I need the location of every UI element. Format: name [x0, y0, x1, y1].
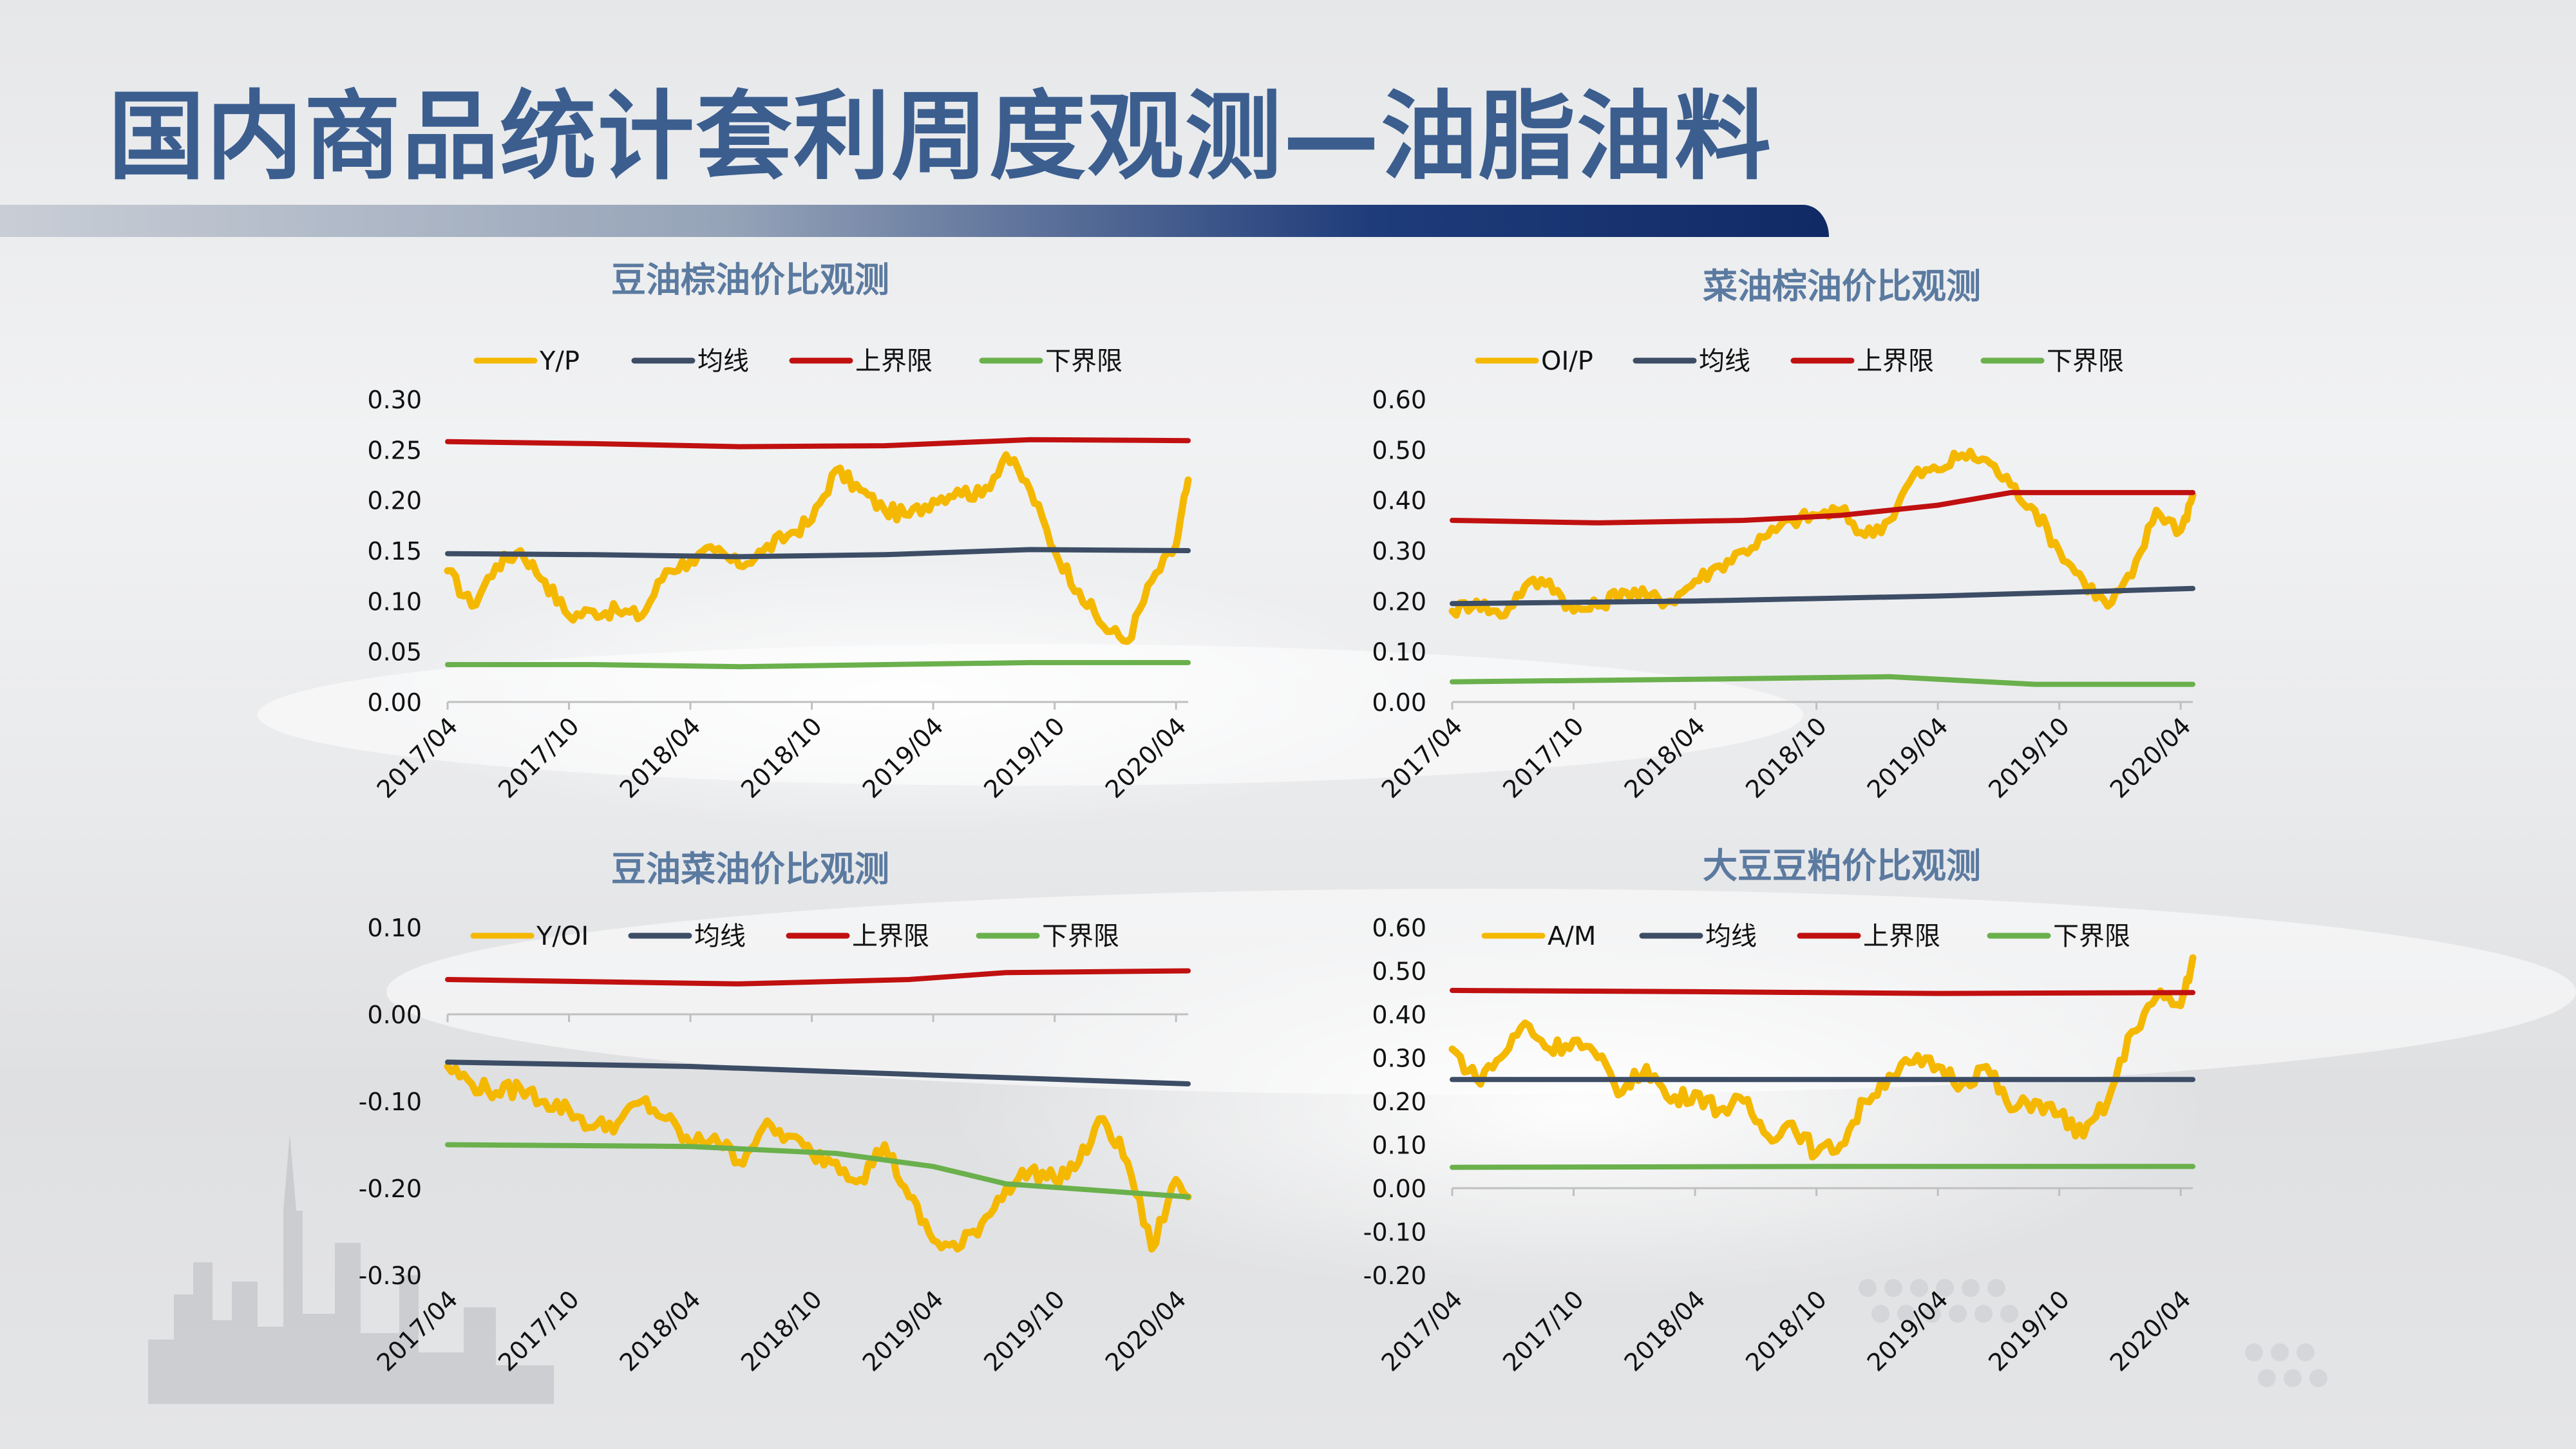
y-tick-label: 0.25 [367, 436, 422, 464]
legend-label-upper: 上界限 [1857, 346, 1934, 376]
x-tick-label: 2017/04 [372, 1285, 464, 1377]
legend-label-ratio: Y/OI [536, 922, 589, 951]
x-tick-label: 2020/04 [2105, 1285, 2197, 1377]
x-tick-label: 2017/04 [1376, 712, 1468, 804]
x-tick-label: 2019/10 [978, 1285, 1070, 1377]
x-tick-label: 2017/04 [1376, 1285, 1468, 1377]
y-tick-label: 0.20 [1372, 1088, 1426, 1116]
x-tick-label: 2020/04 [1100, 712, 1192, 804]
chart-bean-meal: -0.20 -0.10 0.00 0.10 0.20 0.30 0.40 0.50 0.60 20… [1363, 914, 2197, 1377]
legend-label-ratio: OI/P [1541, 346, 1593, 376]
series-line-upper [1450, 489, 2195, 526]
y-tick-label: -0.10 [359, 1088, 422, 1116]
x-tick-label: 2020/04 [2105, 712, 2197, 804]
legend-label-lower: 下界限 [2053, 922, 2130, 951]
y-tick-label: 0.00 [367, 688, 422, 717]
x-tick-label: 2017/10 [493, 1285, 585, 1377]
y-tick-label: -0.20 [1363, 1262, 1426, 1290]
y-tick-label: -0.20 [359, 1175, 422, 1203]
y-tick-label: 0.40 [1372, 1001, 1426, 1029]
y-tick-label: 0.50 [1372, 958, 1426, 986]
y-tick-label: 0.10 [367, 587, 422, 616]
legend-label-lower: 下界限 [2047, 346, 2124, 376]
chart-soy-palm: 0.00 0.05 0.10 0.15 0.20 0.25 0.30 2017/04 2017/… [367, 346, 1191, 804]
x-tick-label: 2018/04 [1619, 712, 1711, 804]
x-tick-label: 2019/10 [1983, 1285, 2075, 1377]
series-line-mean [1450, 585, 2195, 607]
y-tick-label: 0.30 [367, 386, 422, 414]
x-tick-label: 2020/04 [1100, 1285, 1192, 1377]
y-tick-label: 0.30 [1372, 1045, 1426, 1073]
series-line-upper [445, 968, 1191, 987]
chart-title-soy-rapeseed: 豆油菜油价比观测 [611, 849, 889, 889]
legend-label-upper: 上界限 [1863, 922, 1940, 951]
x-tick-label: 2017/10 [1497, 1285, 1589, 1377]
y-tick-label: 0.60 [1372, 386, 1426, 414]
y-tick-label: 0.10 [1372, 638, 1426, 667]
y-tick-label: 0.30 [1372, 537, 1426, 565]
legend-label-upper: 上界限 [855, 346, 933, 376]
series-line-ratio [444, 451, 1192, 645]
x-tick-label: 2017/10 [1497, 712, 1589, 804]
x-tick-label: 2018/10 [1740, 1285, 1832, 1377]
y-tick-label: 0.50 [1372, 436, 1426, 464]
series-line-upper [445, 437, 1191, 450]
legend-label-ratio: Y/P [539, 346, 580, 376]
y-tick-label: 0.20 [367, 487, 422, 515]
chart-title-bean-meal: 大豆豆粕价比观测 [1703, 846, 1981, 886]
x-tick-label: 2019/10 [1983, 712, 2075, 804]
y-tick-label: 0.40 [1372, 487, 1426, 515]
series-line-lower [1450, 674, 2195, 687]
x-tick-label: 2017/10 [493, 712, 585, 804]
x-tick-label: 2017/04 [372, 712, 464, 804]
chart-title-rapeseed-palm: 菜油棕油价比观测 [1703, 266, 1981, 307]
legend-label-lower: 下界限 [1045, 346, 1122, 376]
x-tick-label: 2018/04 [1619, 1285, 1711, 1377]
series-line-ratio [444, 1063, 1192, 1253]
x-tick-label: 2018/10 [735, 1285, 828, 1377]
x-tick-label: 2019/10 [978, 712, 1070, 804]
x-tick-label: 2019/04 [1862, 1285, 1954, 1377]
y-tick-label: 0.10 [367, 914, 422, 942]
legend-label-mean: 均线 [1705, 922, 1757, 951]
series-line-lower [445, 1142, 1191, 1200]
x-tick-label: 2019/04 [857, 712, 949, 804]
y-tick-label: -0.10 [1363, 1218, 1426, 1247]
chart-title-soy-palm: 豆油棕油价比观测 [611, 260, 889, 300]
y-tick-label: 0.00 [367, 1001, 422, 1029]
y-tick-label: 0.00 [1372, 688, 1426, 717]
x-tick-label: 2018/04 [614, 1285, 706, 1377]
x-tick-label: 2018/10 [1740, 712, 1832, 804]
title-underline-bar [0, 205, 1829, 237]
y-tick-label: 0.05 [367, 638, 422, 667]
x-tick-label: 2019/04 [1862, 712, 1954, 804]
x-tick-label: 2019/04 [857, 1285, 949, 1377]
series-line-mean [445, 1059, 1191, 1086]
slide-title: 国内商品统计套利周度观测—油脂油料 [108, 81, 1773, 193]
chart-soy-rapeseed: -0.30 -0.20 -0.10 0.00 0.10 2017/04 2017/10 201… [359, 914, 1192, 1377]
x-tick-label: 2018/10 [735, 712, 828, 804]
legend-label-mean: 均线 [694, 922, 746, 951]
legend-label-lower: 下界限 [1042, 922, 1119, 951]
legend-label-mean: 均线 [697, 346, 749, 376]
x-tick-label: 2018/04 [614, 712, 706, 804]
series-line-lower [1450, 1164, 2195, 1170]
y-tick-label: -0.30 [359, 1262, 422, 1290]
series-line-upper [1450, 987, 2195, 996]
series-line-lower [445, 659, 1191, 670]
series-line-ratio [1448, 954, 2197, 1161]
legend-label-mean: 均线 [1699, 346, 1750, 376]
y-tick-label: 0.20 [1372, 587, 1426, 616]
series-line-mean [445, 547, 1191, 560]
legend-label-upper: 上界限 [852, 922, 929, 951]
y-tick-label: 0.10 [1372, 1132, 1426, 1160]
y-tick-label: 0.00 [1372, 1175, 1426, 1203]
y-tick-label: 0.60 [1372, 914, 1426, 942]
y-tick-label: 0.15 [367, 537, 422, 565]
chart-rapeseed-palm: 0.00 0.10 0.20 0.30 0.40 0.50 0.60 2017/04 2017/… [1372, 346, 2196, 804]
legend-label-ratio: A/M [1548, 922, 1596, 951]
